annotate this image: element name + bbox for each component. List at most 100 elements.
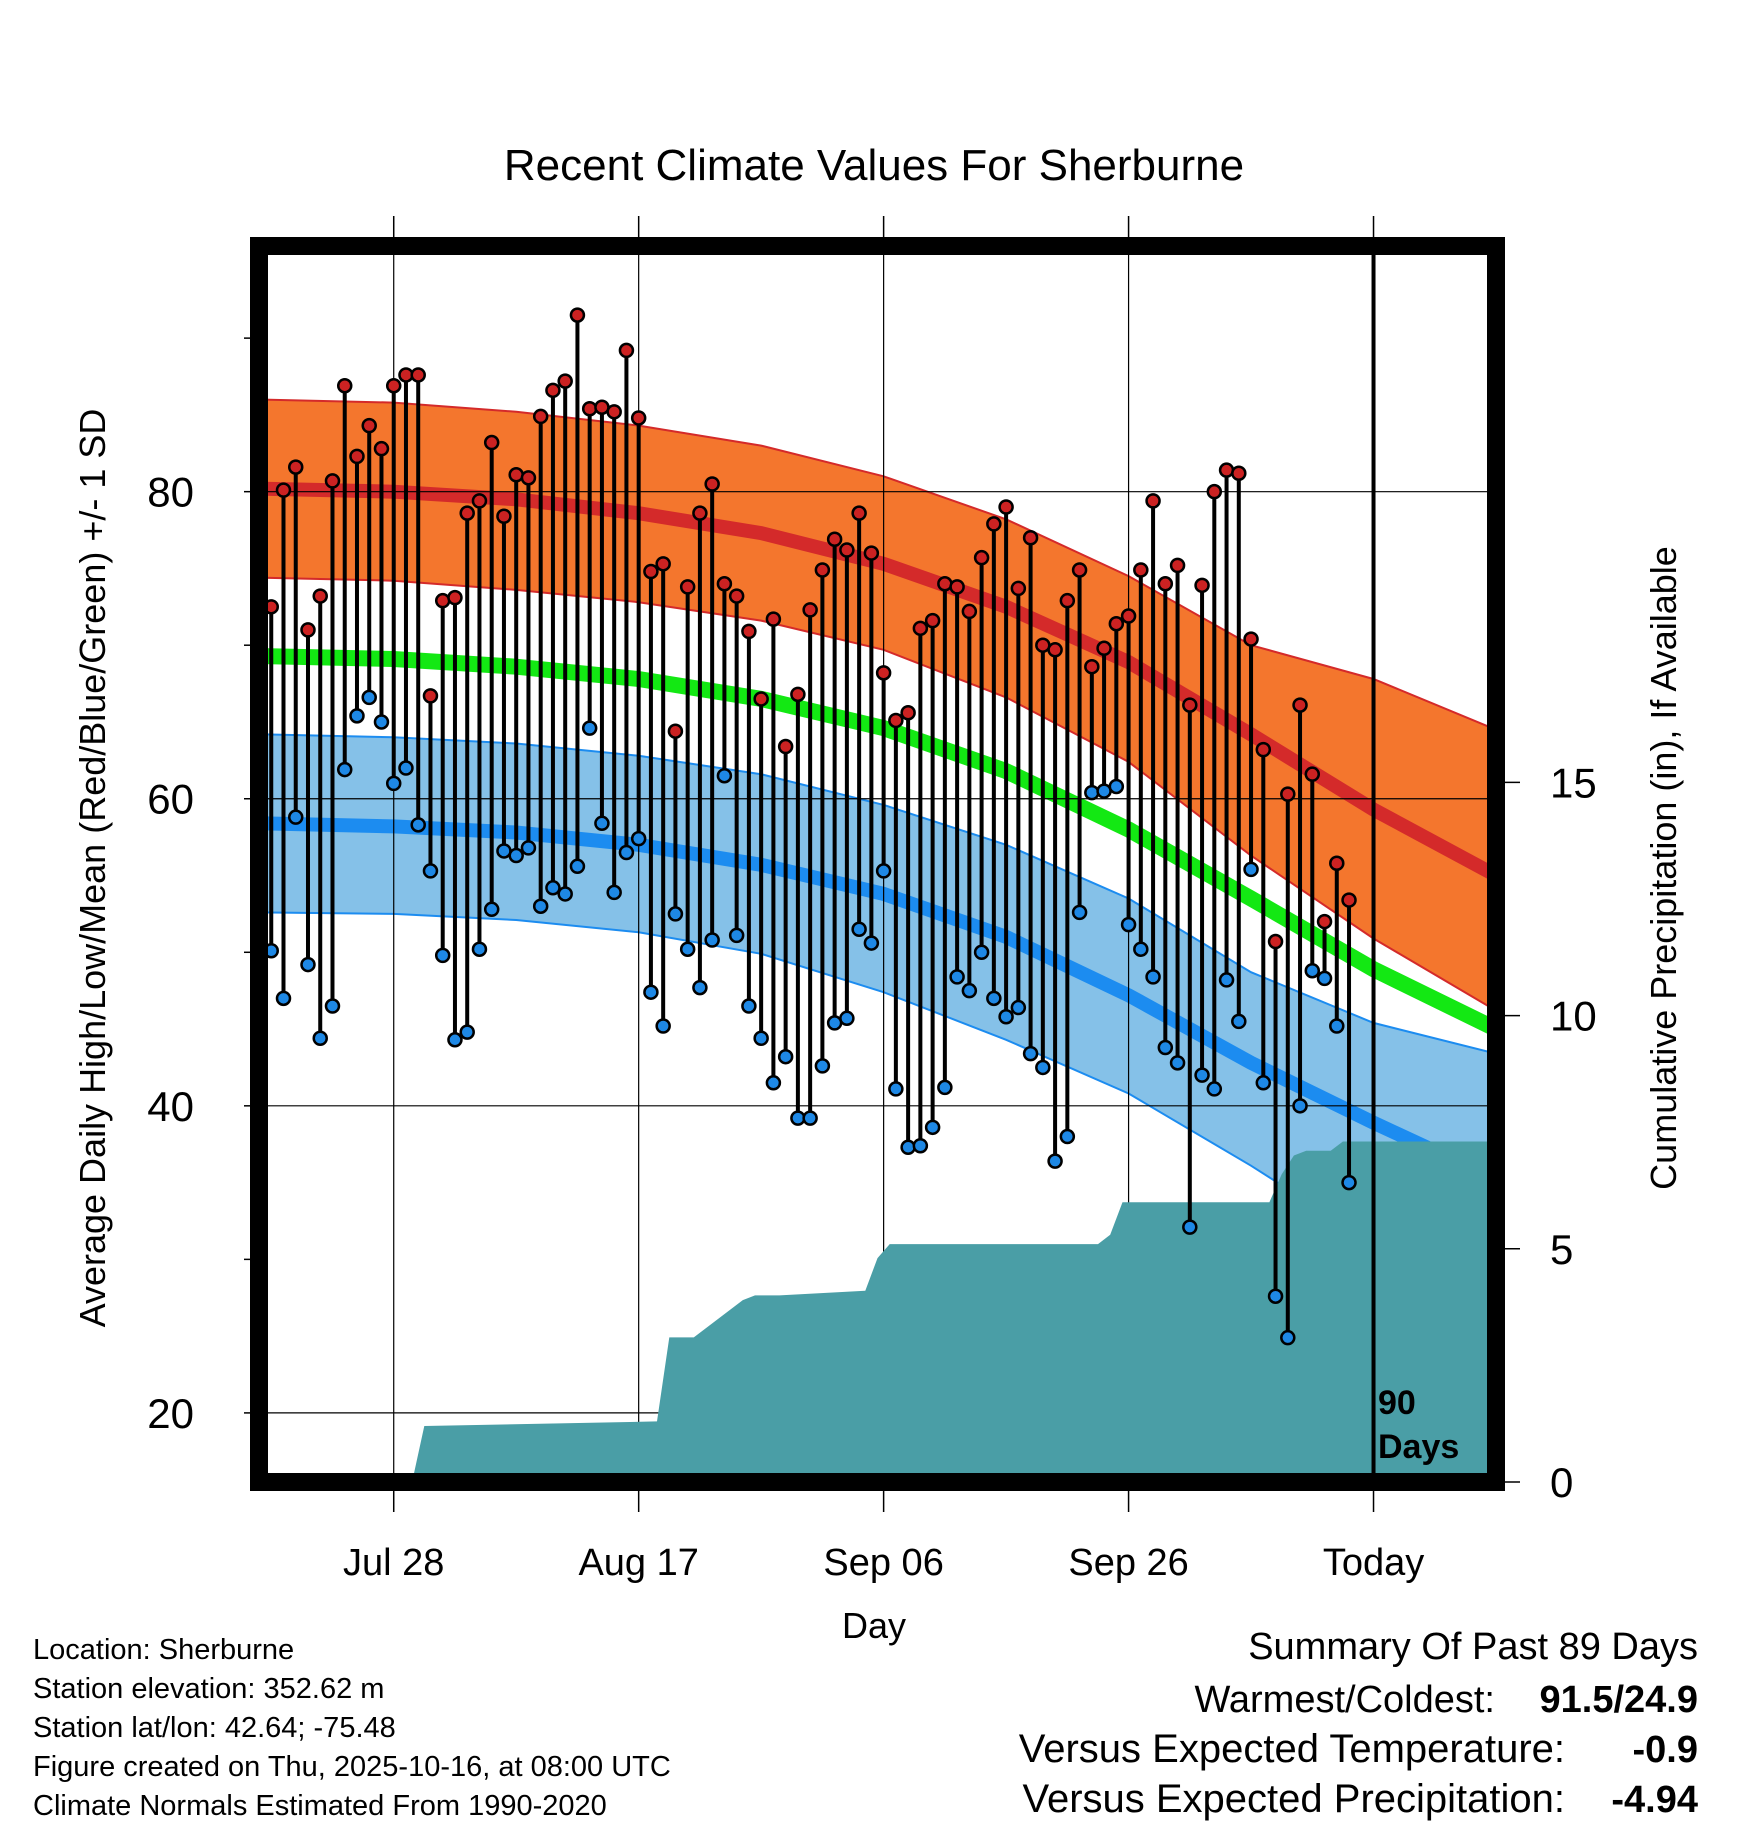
high-point (569, 307, 586, 323)
low-point (1329, 1018, 1345, 1034)
high-point (655, 556, 671, 572)
low-point (1316, 970, 1333, 987)
low-point (618, 844, 635, 861)
low-point (949, 969, 965, 985)
high-point (618, 342, 635, 359)
low-point (569, 858, 586, 875)
high-point (300, 622, 316, 638)
low-point (275, 990, 292, 1007)
high-point (826, 531, 843, 548)
high-point (679, 579, 696, 595)
low-point (385, 775, 402, 792)
high-point (814, 562, 831, 578)
y-tick-label: 40 (147, 1083, 194, 1130)
x-tick-label: Today (1323, 1542, 1424, 1584)
high-point (900, 705, 916, 721)
low-point (1010, 999, 1027, 1016)
high-point (1010, 580, 1027, 597)
low-point (1255, 1075, 1272, 1091)
low-point (1059, 1128, 1076, 1145)
low-point (1145, 969, 1161, 985)
high-point (1206, 483, 1223, 500)
summary-block: Summary Of Past 89 Days Warmest/Coldest:… (1019, 1626, 1698, 1821)
high-point (581, 401, 598, 417)
low-point (1231, 1013, 1247, 1030)
high-point (508, 467, 524, 483)
high-point (1292, 697, 1308, 713)
low-point (863, 935, 880, 951)
low-point (777, 1048, 794, 1065)
high-point (471, 493, 488, 509)
info-normals: Climate Normals Estimated From 1990-2020 (33, 1790, 607, 1822)
low-point (900, 1139, 916, 1156)
high-point (839, 542, 855, 558)
high-point (1145, 493, 1161, 509)
high-point (422, 688, 439, 704)
high-point (851, 505, 867, 521)
plot-frame (250, 237, 1505, 1491)
y2-tick-label: 0 (1550, 1459, 1573, 1506)
high-point (937, 576, 953, 592)
high-point (728, 588, 745, 604)
low-point (581, 720, 598, 736)
high-point (924, 612, 941, 629)
high-point (1022, 529, 1039, 546)
high-point (802, 602, 818, 618)
low-point (839, 1010, 855, 1027)
high-point (1096, 640, 1112, 657)
low-point (606, 884, 622, 901)
low-point (704, 932, 720, 948)
high-point (545, 382, 561, 399)
low-point (594, 815, 610, 832)
x-axis-label: Day (842, 1605, 906, 1646)
plot-area (258, 246, 1500, 1482)
x-tick-label: Aug 17 (578, 1542, 698, 1584)
low-point (349, 708, 365, 724)
high-point (336, 377, 353, 394)
high-point (1084, 658, 1100, 675)
low-point (753, 1030, 769, 1047)
high-point (630, 410, 647, 426)
station-info: Location: Sherburne Station elevation: 3… (33, 1634, 671, 1822)
high-point (410, 367, 426, 383)
low-point (447, 1032, 463, 1048)
high-point (1169, 557, 1186, 574)
low-point (1341, 1174, 1357, 1191)
high-point (949, 579, 965, 595)
x-tick-label: Sep 06 (823, 1542, 943, 1584)
low-point (398, 760, 414, 776)
info-elevation: Station elevation: 352.62 m (33, 1673, 384, 1705)
low-point (1292, 1098, 1308, 1114)
high-point (753, 691, 769, 707)
high-point (1133, 562, 1149, 578)
high-point (1071, 562, 1088, 578)
summary-warm-cold-value: 91.5/24.9 (1540, 1679, 1698, 1721)
low-point (1120, 916, 1137, 933)
high-point (875, 665, 892, 681)
high-point (483, 434, 500, 451)
high-point (275, 482, 292, 498)
high-point (1194, 577, 1210, 594)
low-point (422, 863, 439, 879)
low-point (986, 990, 1002, 1007)
low-point (1194, 1067, 1210, 1083)
high-point (496, 508, 512, 524)
high-point (361, 417, 377, 434)
high-point (287, 459, 304, 475)
high-point (1218, 462, 1235, 478)
low-point (679, 941, 696, 957)
low-point (741, 998, 757, 1014)
y2-axis-label: Cumulative Precipitation (in), If Availa… (1643, 546, 1684, 1190)
low-point (937, 1079, 953, 1096)
low-point (1169, 1055, 1186, 1071)
low-point (361, 689, 377, 706)
low-point (655, 1018, 671, 1034)
high-point (1243, 631, 1259, 647)
high-point (1157, 576, 1174, 592)
summary-precip-label: Versus Expected Precipitation: (1022, 1777, 1565, 1821)
high-point (373, 440, 390, 457)
high-point (606, 404, 622, 420)
low-point (459, 1024, 475, 1040)
low-point (1304, 962, 1321, 979)
low-point (802, 1110, 818, 1126)
